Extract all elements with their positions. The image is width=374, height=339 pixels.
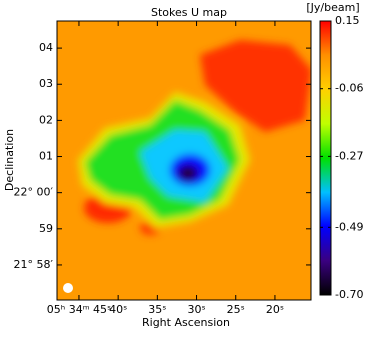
y-tick-label: 59 — [39, 222, 53, 235]
colorbar — [319, 20, 332, 296]
x-axis-label: Right Ascension — [142, 316, 230, 329]
x-tick-label: 40ˢ — [109, 303, 127, 316]
colorbar-tick-label: -0.06 — [335, 82, 363, 95]
x-tick-label: 20ˢ — [266, 303, 284, 316]
y-tick-label: 21° 58′ — [14, 258, 54, 271]
chart-title: Stokes U map — [151, 6, 227, 19]
y-tick-label: 03 — [39, 77, 53, 90]
y-tick-label: 01 — [39, 150, 53, 163]
colorbar-tick-label: -0.27 — [335, 149, 363, 162]
x-tick-label: 25ˢ — [227, 303, 245, 316]
colorbar-tick-label: 0.15 — [335, 14, 360, 27]
map-frame — [56, 20, 312, 301]
y-tick-label: 04 — [39, 41, 53, 54]
colorbar-label: [Jy/beam] — [306, 1, 359, 14]
y-axis-label: Declination — [3, 129, 16, 191]
x-tick-label: 35ˢ — [148, 303, 166, 316]
map-image — [57, 21, 311, 300]
y-tick-label: 22° 00′ — [14, 186, 54, 199]
colorbar-tick-label: -0.49 — [335, 220, 363, 233]
y-tick-label: 02 — [39, 113, 53, 126]
x-tick-label: 05ʰ 34ᵐ 45ˢ — [47, 303, 111, 316]
x-tick-label: 30ˢ — [187, 303, 205, 316]
colorbar-tick-label: -0.70 — [335, 288, 363, 301]
